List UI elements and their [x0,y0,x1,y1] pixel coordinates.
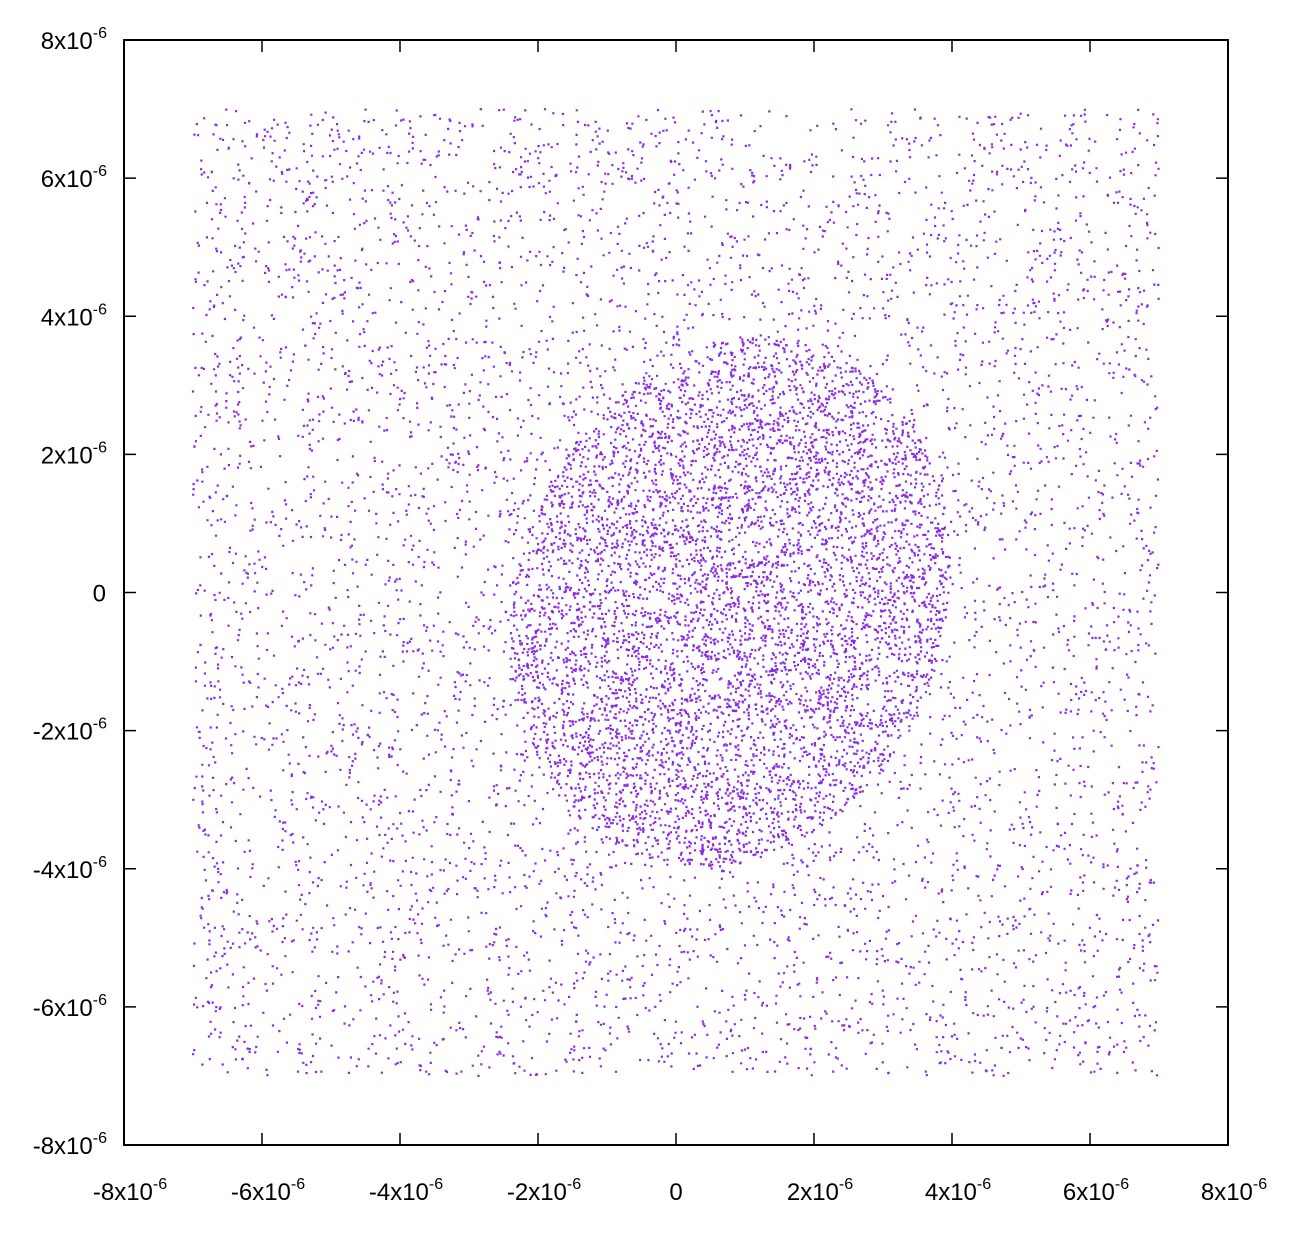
x-tick-label: 4x10-6 [925,1176,991,1206]
x-tick-label: 6x10-6 [1063,1176,1129,1206]
axis-ticks [123,39,1229,1146]
x-tick-label: -2x10-6 [507,1176,581,1206]
y-tick-label: 2x10-6 [41,439,107,469]
y-tick-label: 8x10-6 [41,25,107,55]
x-tick-label: -6x10-6 [231,1176,305,1206]
y-tick-label: 0 [93,581,106,608]
y-tick-label: -6x10-6 [33,992,107,1022]
x-tick-label: 2x10-6 [787,1176,853,1206]
scatter-point-cloud [191,108,1160,1077]
x-axis-tick-labels: -8x10-6 -6x10-6 -4x10-6 -2x10-6 0 2x10-6 4x10-… [93,1176,1267,1206]
y-tick-label: -8x10-6 [33,1130,107,1160]
y-tick-label: 6x10-6 [41,163,107,193]
scatter-points [191,108,1160,1077]
y-tick-label: -2x10-6 [33,716,107,746]
y-tick-label: 4x10-6 [41,301,107,331]
y-tick-label: -4x10-6 [33,854,107,884]
x-tick-label: -4x10-6 [369,1176,443,1206]
x-tick-label: 0 [669,1179,682,1206]
x-tick-label: 8x10-6 [1201,1176,1267,1206]
plot-frame [123,39,1229,1146]
y-axis-tick-labels: 8x10-6 6x10-6 4x10-6 2x10-6 0 -2x10-6 -4x10-6 -… [33,25,107,1160]
x-tick-label: -8x10-6 [93,1176,167,1206]
